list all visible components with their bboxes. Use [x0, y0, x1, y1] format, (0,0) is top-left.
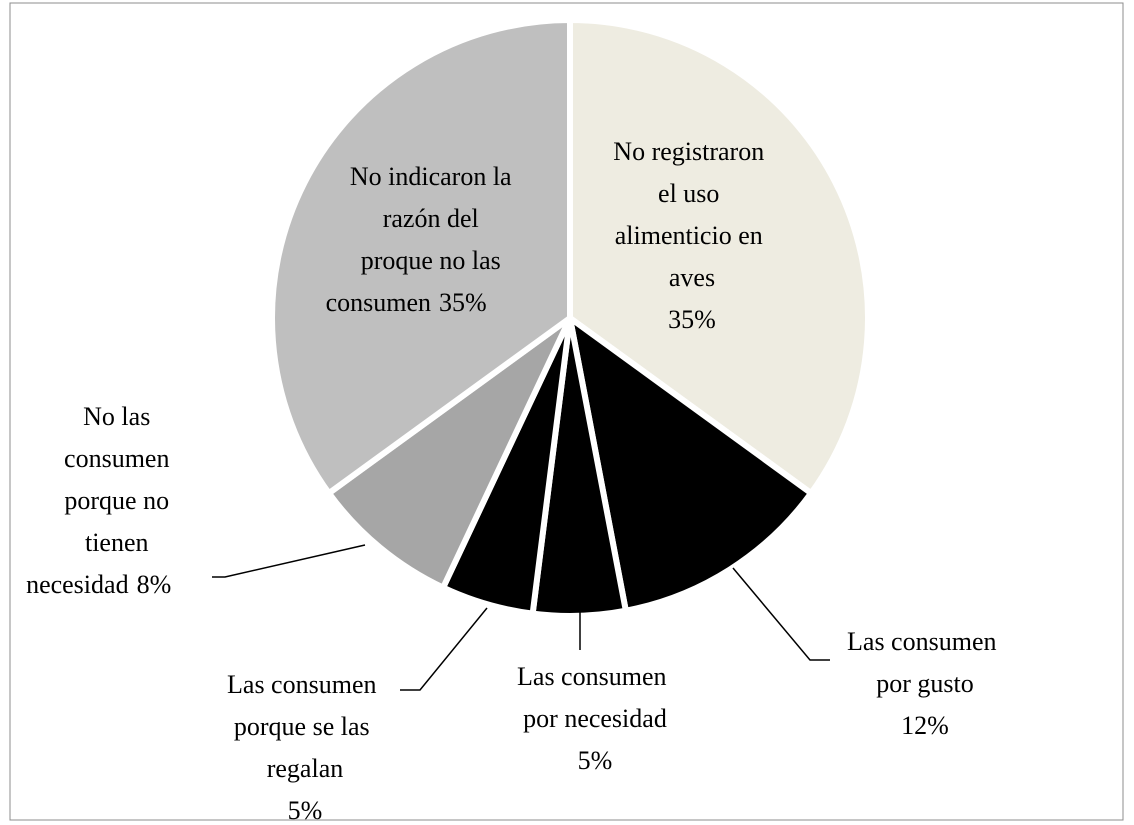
label-line: No indicaron la — [350, 162, 518, 191]
label-line: razón del — [383, 204, 486, 233]
label-line: No las — [83, 402, 157, 431]
label-line: consumen — [64, 444, 176, 473]
leader-line — [732, 567, 830, 661]
label-line: proque no las — [361, 246, 508, 275]
label-line: aves — [669, 263, 715, 292]
label-line: por gusto — [876, 669, 974, 698]
leader-line — [212, 544, 366, 578]
value-label: 5% — [578, 746, 613, 775]
pie-slice — [567, 16, 871, 498]
value-label: 12% — [901, 711, 949, 740]
value-label: 35% — [439, 288, 487, 317]
label-line: regalan — [267, 754, 344, 783]
label-line: porque no — [64, 486, 175, 515]
slice-label: No registraron el uso alimenticio en ave… — [613, 137, 770, 334]
slice-label: Las consumen por necesidad 5% — [517, 662, 673, 775]
slice-label: Las consumen porque se las regalan 5% — [227, 670, 383, 825]
label-line: Las consumen — [517, 662, 673, 691]
slice-label: No indicaron la razón del proque no las … — [326, 162, 519, 317]
value-label: 8% — [137, 570, 172, 599]
label-line: Las consumen — [227, 670, 383, 699]
slice-label: No las consumen porque no tienen necesid… — [26, 402, 176, 599]
value-label: 35% — [668, 305, 716, 334]
label-line: alimenticio en — [615, 221, 770, 250]
label-line: porque se las — [234, 712, 376, 741]
label-line: el uso — [658, 179, 726, 208]
pie-slice — [565, 311, 816, 615]
category-label: No indicaron la razón del proque no las … — [326, 162, 519, 317]
pie-slice — [324, 315, 573, 592]
label-line: por necesidad — [523, 704, 667, 733]
category-label: Las consumen por necesidad — [517, 662, 673, 733]
category-label: Las consumen porque se las regalan — [227, 670, 383, 783]
label-line: consumen — [326, 288, 431, 317]
category-label: No las consumen porque no tienen necesid… — [26, 402, 176, 599]
category-label: No registraron el uso alimenticio en ave… — [613, 137, 770, 292]
label-line: necesidad — [26, 570, 129, 599]
label-line: No registraron — [613, 137, 770, 166]
pie-slice — [269, 16, 573, 498]
label-line: Las consumen — [847, 627, 1003, 656]
slice-label: Las consumen por gusto 12% — [847, 627, 1003, 740]
leader-line — [400, 607, 488, 691]
label-line: tienen — [85, 528, 155, 557]
category-label: Las consumen por gusto — [847, 627, 1003, 698]
value-label: 5% — [288, 796, 323, 825]
